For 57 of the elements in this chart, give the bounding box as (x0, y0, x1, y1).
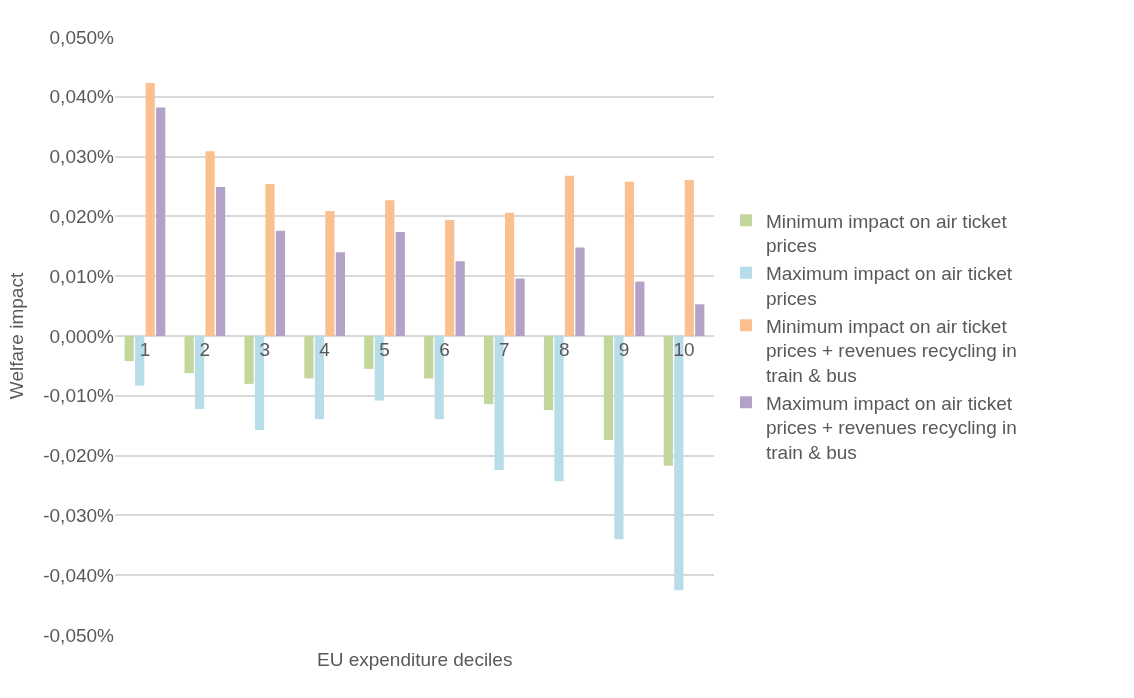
y-tick-label: -0,050% (43, 624, 115, 646)
bar (304, 336, 314, 379)
bar (695, 304, 705, 336)
x-tick-label: 2 (199, 339, 211, 360)
bar (215, 187, 226, 336)
bar (145, 83, 155, 336)
bar (543, 336, 554, 411)
y-tick-label: 0,040% (49, 86, 115, 108)
y-tick-label: -0,010% (43, 385, 115, 407)
y-tick-label: 0,000% (49, 325, 115, 347)
x-tick-label: 3 (259, 339, 271, 360)
bar (624, 181, 634, 336)
bar (244, 336, 254, 384)
bar (364, 336, 374, 369)
bar (335, 252, 345, 336)
legend-label: Minimum impact on air ticket prices + revenues recycling in train & bus (765, 315, 1017, 386)
bar (395, 231, 405, 336)
bar (184, 336, 194, 374)
legend-label: Minimum impact on air ticket prices (765, 210, 1008, 257)
bar (515, 278, 525, 336)
y-tick-label: -0,020% (43, 445, 115, 467)
bar (265, 184, 275, 336)
bar (205, 151, 215, 336)
x-tick-label: 4 (319, 339, 331, 360)
bar (663, 336, 673, 466)
y-tick-label: 0,020% (49, 206, 115, 228)
x-tick-label: 1 (139, 339, 151, 360)
bar (275, 230, 286, 336)
x-tick-label: 8 (558, 339, 570, 360)
bar (325, 211, 335, 336)
x-tick-label: 5 (379, 339, 390, 360)
bar (564, 175, 575, 336)
x-tick-label: 9 (618, 339, 630, 360)
bar (635, 281, 645, 336)
bar (603, 336, 614, 441)
y-tick-label: 0,050% (49, 26, 115, 48)
y-tick-label: -0,030% (43, 505, 115, 527)
y-tick-label: -0,040% (43, 564, 115, 586)
bar (484, 336, 494, 405)
bar (684, 179, 694, 336)
bar (455, 261, 465, 336)
y-tick-label: 0,030% (49, 146, 115, 168)
x-tick-label: 6 (439, 339, 450, 360)
y-tick-label: 0,010% (49, 265, 115, 287)
y-axis-title: Welfare impact (6, 272, 28, 400)
x-tick-label: 7 (499, 339, 510, 360)
bar (385, 200, 395, 336)
bar (124, 336, 134, 362)
bar (445, 219, 455, 336)
x-tick-label: 10 (673, 339, 695, 360)
bar (424, 336, 434, 379)
x-axis-title: EU expenditure deciles (317, 649, 513, 670)
legend-label: Maximum impact on air ticket prices (765, 263, 1013, 309)
bar (504, 212, 515, 336)
legend-label: Maximum impact on air ticket prices + revenues recycling in train & bus (765, 392, 1017, 464)
bar (575, 247, 585, 336)
bar (156, 107, 166, 336)
